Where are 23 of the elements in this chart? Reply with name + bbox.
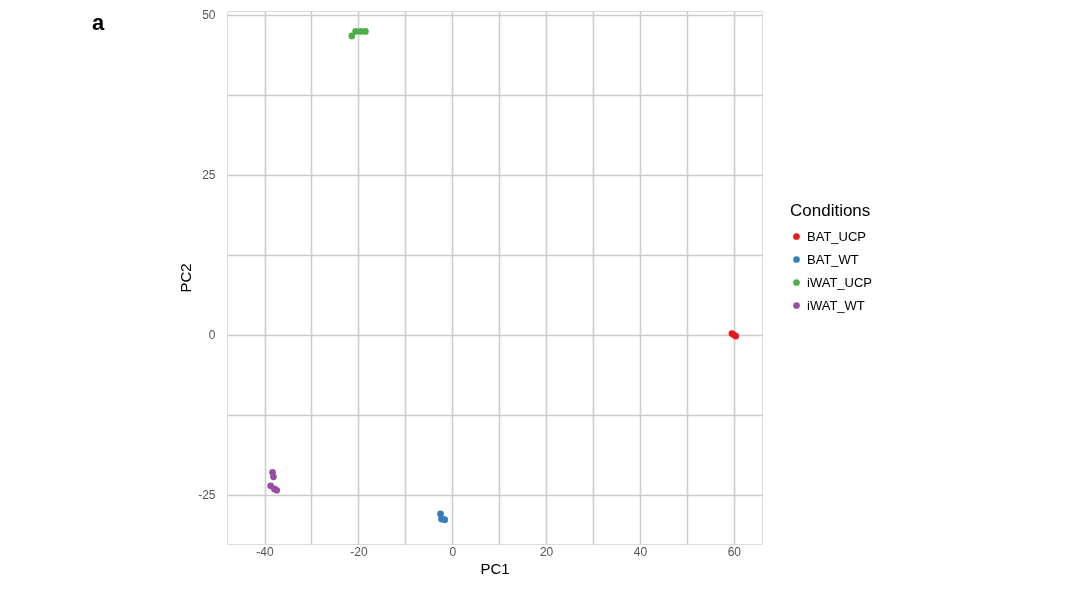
legend-label: iWAT_WT: [807, 297, 865, 313]
y-tick-label: -25: [198, 488, 216, 503]
x-tick-label: 20: [539, 544, 554, 559]
y-tick-label: 50: [202, 8, 216, 23]
text: a: [92, 10, 105, 35]
point: [362, 28, 369, 35]
legend-title: Conditions: [790, 201, 871, 220]
x-tick-label: -40: [256, 544, 275, 559]
y-tick-label: 25: [202, 168, 216, 183]
legend-label: iWAT_UCP: [807, 274, 872, 290]
x-axis-title: PC1: [480, 559, 510, 577]
point: [437, 510, 444, 518]
y-tick-label: 0: [208, 328, 216, 343]
y-axis-title: PC2: [177, 263, 195, 293]
x-tick-label: 0: [449, 544, 457, 559]
x-tick-label: 40: [633, 544, 648, 559]
legend-label: BAT_WT: [807, 251, 859, 267]
x-tick-label: 60: [727, 544, 742, 559]
point: [441, 516, 449, 524]
x-tick-label: -20: [350, 544, 368, 559]
point: [348, 32, 356, 40]
legend-label: BAT_UCP: [807, 228, 866, 244]
point: [270, 473, 277, 481]
